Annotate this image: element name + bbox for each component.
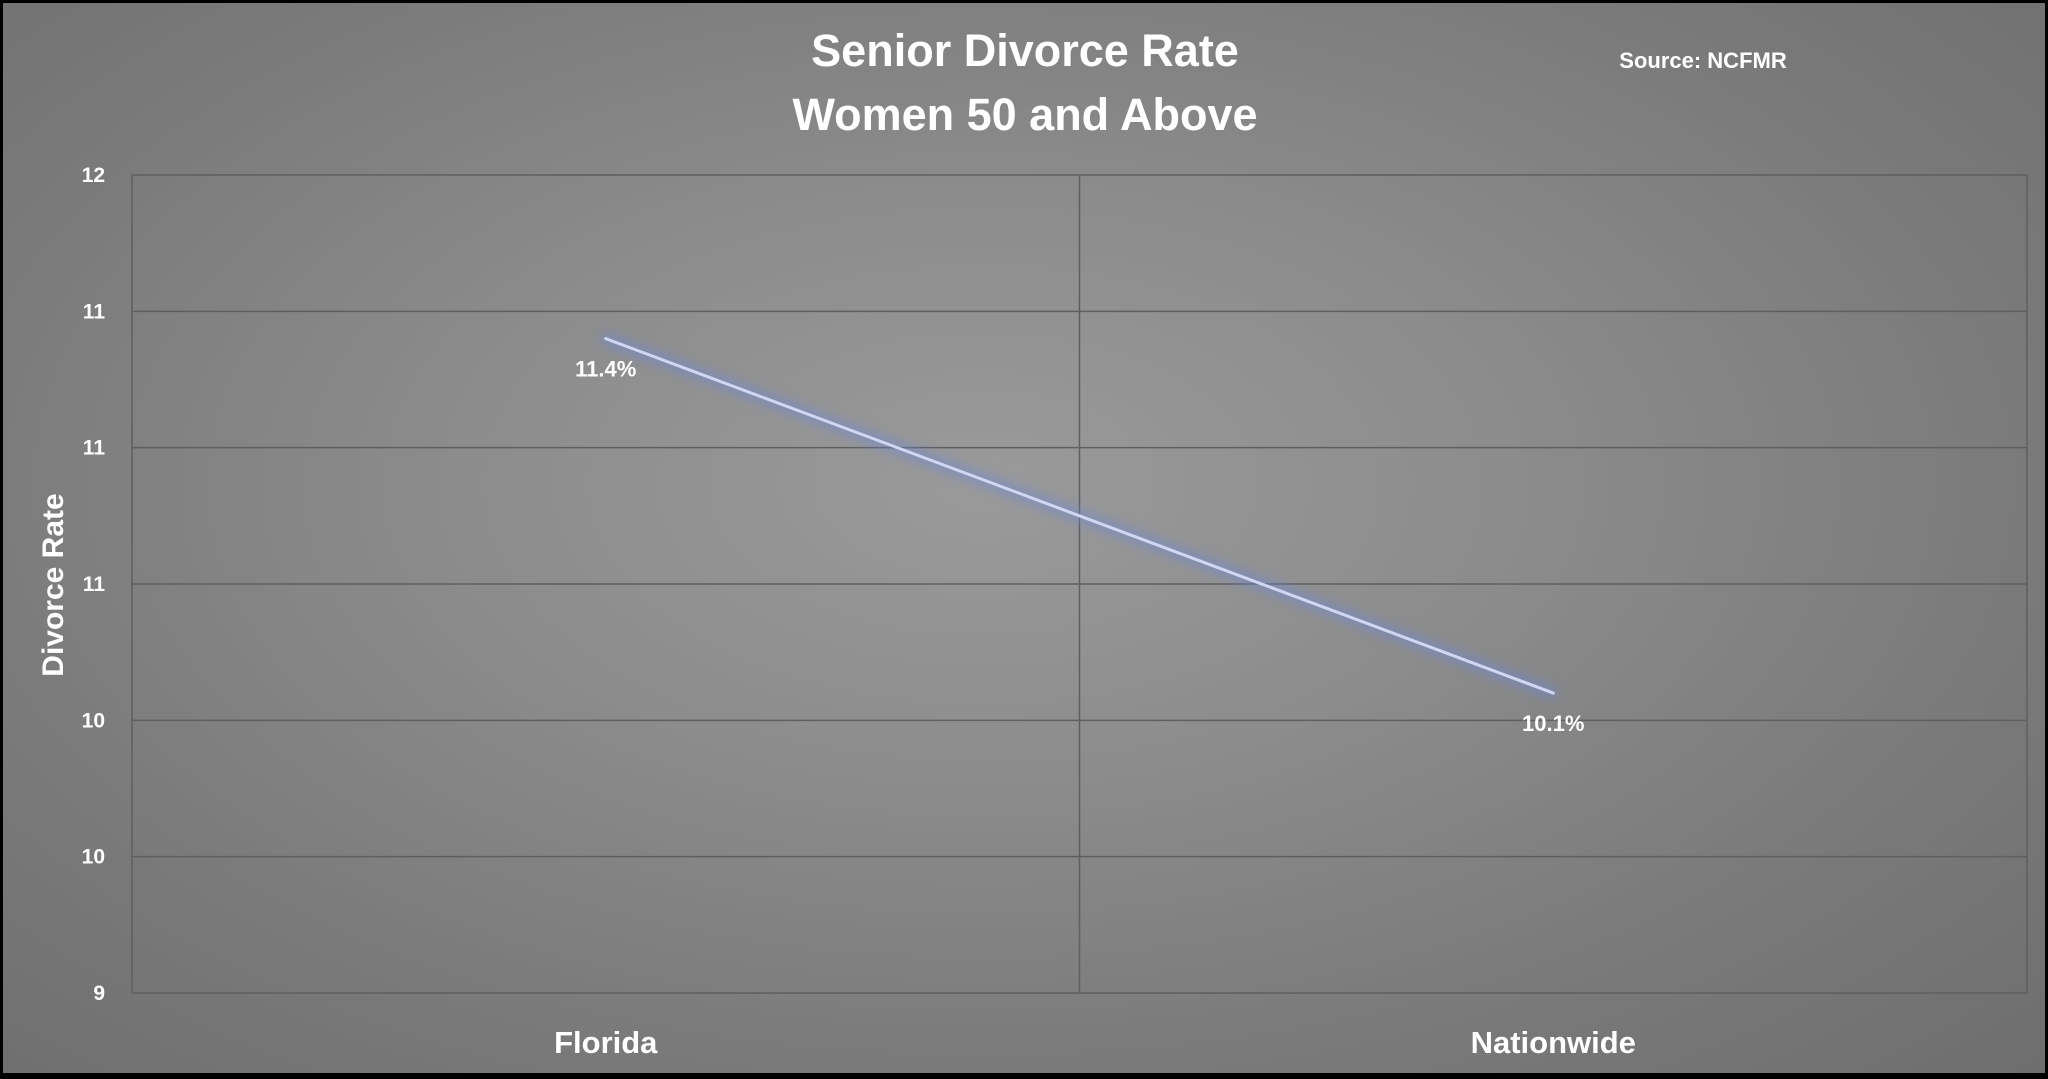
y-tick-label: 11 <box>83 437 106 460</box>
y-axis-ticks: 9 10 10 11 11 11 12 <box>82 164 106 1005</box>
chart: Senior Divorce Rate Women 50 and Above S… <box>37 25 2028 1060</box>
data-label: 11.4% <box>575 357 636 382</box>
x-category-label: Nationwide <box>1471 1025 1636 1060</box>
chart-title: Senior Divorce Rate <box>811 25 1239 76</box>
data-point <box>1551 691 1555 695</box>
chart-subtitle: Women 50 and Above <box>792 89 1257 140</box>
data-point <box>604 337 608 341</box>
y-tick-label: 12 <box>82 164 105 187</box>
data-labels: 11.4% 10.1% <box>575 357 1584 736</box>
series-group <box>601 334 1558 698</box>
data-label: 10.1% <box>1522 711 1584 736</box>
source-note: Source: NCFMR <box>1619 48 1787 73</box>
y-tick-label: 10 <box>82 846 105 869</box>
x-category-label: Florida <box>554 1025 658 1060</box>
x-axis-ticks: Florida Nationwide <box>554 1025 1636 1060</box>
y-tick-label: 11 <box>83 300 106 323</box>
y-tick-label: 9 <box>93 982 105 1005</box>
y-axis-label: Divorce Rate <box>37 493 70 676</box>
series-line <box>604 337 1555 695</box>
gridlines <box>131 174 2028 994</box>
y-tick-label: 11 <box>83 573 106 596</box>
y-tick-label: 10 <box>82 709 105 732</box>
